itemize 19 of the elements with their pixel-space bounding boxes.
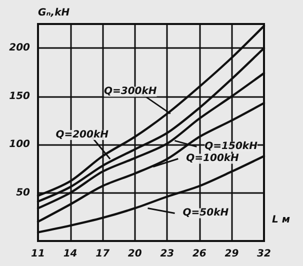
x-tick-label: 17 — [96, 248, 110, 260]
annotation: Q=200kH — [56, 130, 110, 141]
y-tick-label: 200 — [9, 42, 30, 54]
x-tick-label: 14 — [63, 248, 78, 260]
y-axis-title: Gₙ,kH — [38, 8, 70, 18]
annotation: Q=150kH — [204, 141, 258, 152]
x-tick-label: 26 — [192, 248, 206, 260]
y-tick-label: 150 — [9, 90, 30, 102]
x-tick-label: 23 — [160, 248, 174, 260]
x-tick-label: 11 — [31, 248, 45, 260]
x-tick-label: 29 — [224, 248, 239, 260]
y-tick-label: 50 — [16, 187, 30, 198]
x-axis-title: L м — [272, 214, 290, 226]
y-tick-label: 100 — [9, 139, 30, 150]
annotation: Q=50kH — [182, 208, 230, 219]
annotation: Q=100kH — [186, 153, 240, 164]
x-tick-label: 20 — [128, 248, 142, 260]
x-tick-label: 32 — [257, 248, 271, 260]
annotation: Q=300kH — [104, 86, 158, 98]
